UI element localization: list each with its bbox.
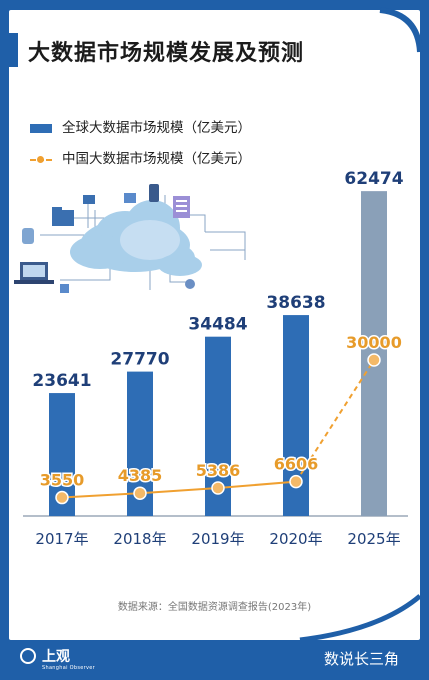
china-line-forecast	[295, 359, 375, 483]
china-value-label: 6606	[274, 455, 319, 474]
chart-canvas: 23641 27770 34484 38638 62474 3550 4385 5386 660…	[14, 168, 408, 548]
line-series-china	[55, 353, 381, 505]
logo-text: 上观	[42, 649, 70, 665]
brand-name: 数说长三角	[323, 650, 399, 668]
x-tick-label: 2017年	[35, 530, 88, 548]
bar-value-label: 38638	[266, 293, 325, 313]
x-tick-label: 2020年	[269, 530, 322, 548]
legend-item-china: 中国大数据市场规模（亿美元）	[30, 147, 251, 167]
china-value-label: 5386	[196, 461, 241, 480]
bar-value-label: 34484	[188, 315, 247, 335]
bar-value-label: 62474	[344, 169, 403, 189]
china-point-2019年	[211, 481, 225, 495]
bar-value-label: 23641	[32, 371, 91, 391]
china-point-2018年	[133, 486, 147, 500]
china-line-solid	[61, 480, 297, 499]
content-card	[9, 10, 420, 640]
footer-bar	[0, 640, 429, 680]
china-value-label: 3550	[40, 471, 85, 490]
title-accent-bar	[9, 33, 18, 67]
bar-value-label: 27770	[110, 350, 169, 370]
x-tick-label: 2019年	[191, 530, 244, 548]
legend-swatch-bar	[30, 123, 52, 133]
legend-label-china: 中国大数据市场规模（亿美元）	[62, 151, 251, 167]
china-point-2020年	[289, 474, 303, 489]
legend-label-global: 全球大数据市场规模（亿美元）	[62, 120, 251, 136]
china-point-2017年	[55, 490, 69, 505]
x-tick-labels: 2017年 2018年 2019年 2020年 2025年	[35, 530, 400, 548]
x-tick-label: 2018年	[113, 530, 166, 548]
logo-icon	[20, 648, 36, 664]
logo-subtext: Shanghai Observer	[42, 665, 95, 671]
data-source-note: 数据来源：全国数据资源调查报告(2023年)	[117, 602, 312, 613]
china-value-label: 4385	[118, 466, 163, 485]
chart-title: 大数据市场规模发展及预测	[28, 41, 305, 66]
china-point-2025年	[367, 353, 381, 367]
legend-item-global: 全球大数据市场规模（亿美元）	[30, 116, 251, 136]
x-tick-label: 2025年	[347, 530, 400, 548]
china-value-label: 30000	[346, 333, 402, 352]
data-labels: 23641 27770 34484 38638 62474 3550 4385 5386 660…	[31, 168, 405, 491]
legend-swatch-line	[30, 155, 52, 164]
cloud-network-illustration	[14, 184, 246, 293]
